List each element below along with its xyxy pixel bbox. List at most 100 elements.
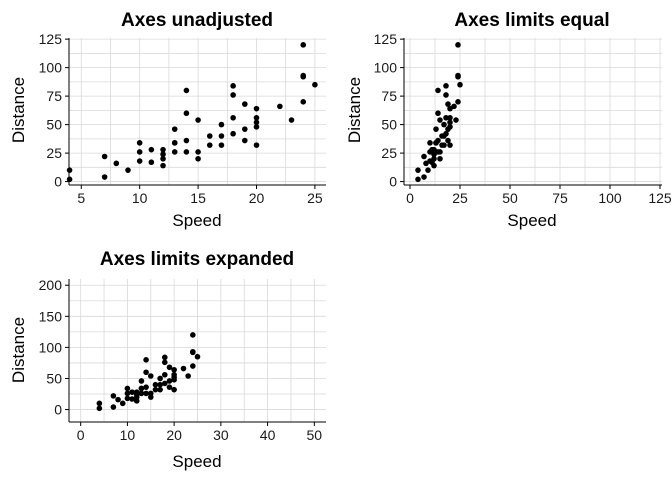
data-point: [66, 167, 73, 173]
data-point: [138, 390, 145, 397]
x-tick-label: 75: [552, 190, 568, 206]
y-tick-label: 200: [39, 277, 63, 293]
y-tick-label: 25: [46, 145, 62, 161]
data-point: [171, 149, 178, 155]
y-axis-label: Distance: [9, 77, 28, 143]
data-point: [96, 405, 103, 412]
data-point: [435, 110, 441, 117]
data-point: [143, 369, 149, 376]
data-point: [136, 140, 143, 146]
data-point: [190, 363, 196, 369]
data-point: [300, 72, 307, 79]
y-axis-label: Distance: [9, 317, 28, 383]
data-point: [157, 386, 163, 393]
data-point: [443, 114, 449, 121]
data-point: [455, 99, 461, 105]
data-point: [431, 162, 437, 169]
data-point: [277, 103, 283, 110]
panel-title: Axes limits expanded: [100, 249, 294, 270]
x-axis-label: Speed: [507, 211, 556, 230]
data-point: [455, 42, 461, 48]
y-tick-label: 150: [39, 308, 63, 324]
data-point: [253, 105, 260, 112]
data-point: [161, 380, 168, 387]
data-point: [136, 158, 143, 164]
data-point: [253, 124, 260, 130]
data-point: [230, 92, 236, 98]
data-point: [166, 378, 173, 384]
data-point: [124, 395, 131, 402]
data-point: [443, 130, 449, 137]
x-tick-label: 50: [307, 427, 323, 443]
y-tick-label: 50: [46, 117, 62, 133]
data-point: [447, 114, 453, 121]
x-axis-label: Speed: [172, 211, 221, 230]
x-tick-label: 0: [406, 190, 414, 206]
data-point: [300, 42, 307, 48]
data-point: [110, 404, 117, 410]
data-point: [152, 381, 159, 388]
data-point: [183, 149, 190, 155]
x-tick-label: 5: [77, 190, 85, 206]
data-point: [194, 353, 201, 360]
y-tick-label: 100: [374, 60, 398, 76]
data-point: [441, 142, 447, 148]
data-point: [437, 149, 443, 155]
y-tick-label: 0: [54, 174, 62, 190]
x-tick-label: 0: [77, 427, 85, 443]
data-point: [300, 99, 307, 105]
data-point: [66, 176, 73, 183]
data-point: [421, 174, 427, 180]
y-tick-label: 125: [374, 31, 398, 47]
data-point: [157, 375, 163, 382]
data-point: [129, 396, 135, 402]
data-point: [147, 373, 154, 379]
y-tick-label: 0: [54, 402, 62, 418]
data-point: [160, 155, 166, 162]
data-point: [445, 137, 451, 144]
data-point: [115, 396, 121, 403]
data-point: [160, 151, 166, 158]
y-tick-label: 100: [39, 60, 63, 76]
data-point: [431, 155, 437, 162]
x-tick-label: 30: [213, 427, 229, 443]
data-point: [242, 101, 248, 107]
data-point: [253, 142, 260, 148]
x-tick-label: 25: [307, 190, 323, 206]
x-tick-label: 20: [249, 190, 265, 206]
data-point: [101, 153, 108, 160]
data-point: [457, 81, 463, 88]
y-tick-label: 25: [381, 145, 397, 161]
data-point: [143, 357, 149, 363]
data-point: [138, 385, 145, 392]
data-point: [183, 110, 190, 117]
data-point: [447, 142, 453, 148]
data-point: [138, 378, 145, 384]
data-point: [101, 174, 108, 180]
data-point: [253, 119, 260, 126]
x-tick-label: 10: [120, 427, 136, 443]
x-tick-label: 25: [452, 190, 468, 206]
data-point: [437, 155, 443, 162]
y-tick-label: 75: [46, 88, 62, 104]
x-axis-label: Speed: [172, 452, 221, 471]
data-point: [110, 393, 117, 399]
data-point: [113, 160, 120, 167]
y-axis-label: Distance: [345, 77, 364, 143]
data-point: [447, 124, 453, 130]
data-point: [435, 137, 441, 144]
data-point: [218, 133, 225, 139]
data-point: [171, 140, 178, 146]
x-tick-label: 15: [190, 190, 206, 206]
panel-axes-unadjusted: Axes unadjusted 5 10 15 20 25 0 25 50 75 100 125 S…: [9, 10, 326, 230]
data-point: [415, 176, 421, 183]
data-point: [152, 386, 159, 393]
data-point: [451, 103, 457, 110]
data-point: [195, 149, 201, 155]
x-tick-label: 40: [260, 427, 276, 443]
data-point: [433, 126, 439, 132]
data-point: [195, 117, 201, 123]
data-point: [253, 114, 260, 121]
data-point: [206, 142, 213, 148]
